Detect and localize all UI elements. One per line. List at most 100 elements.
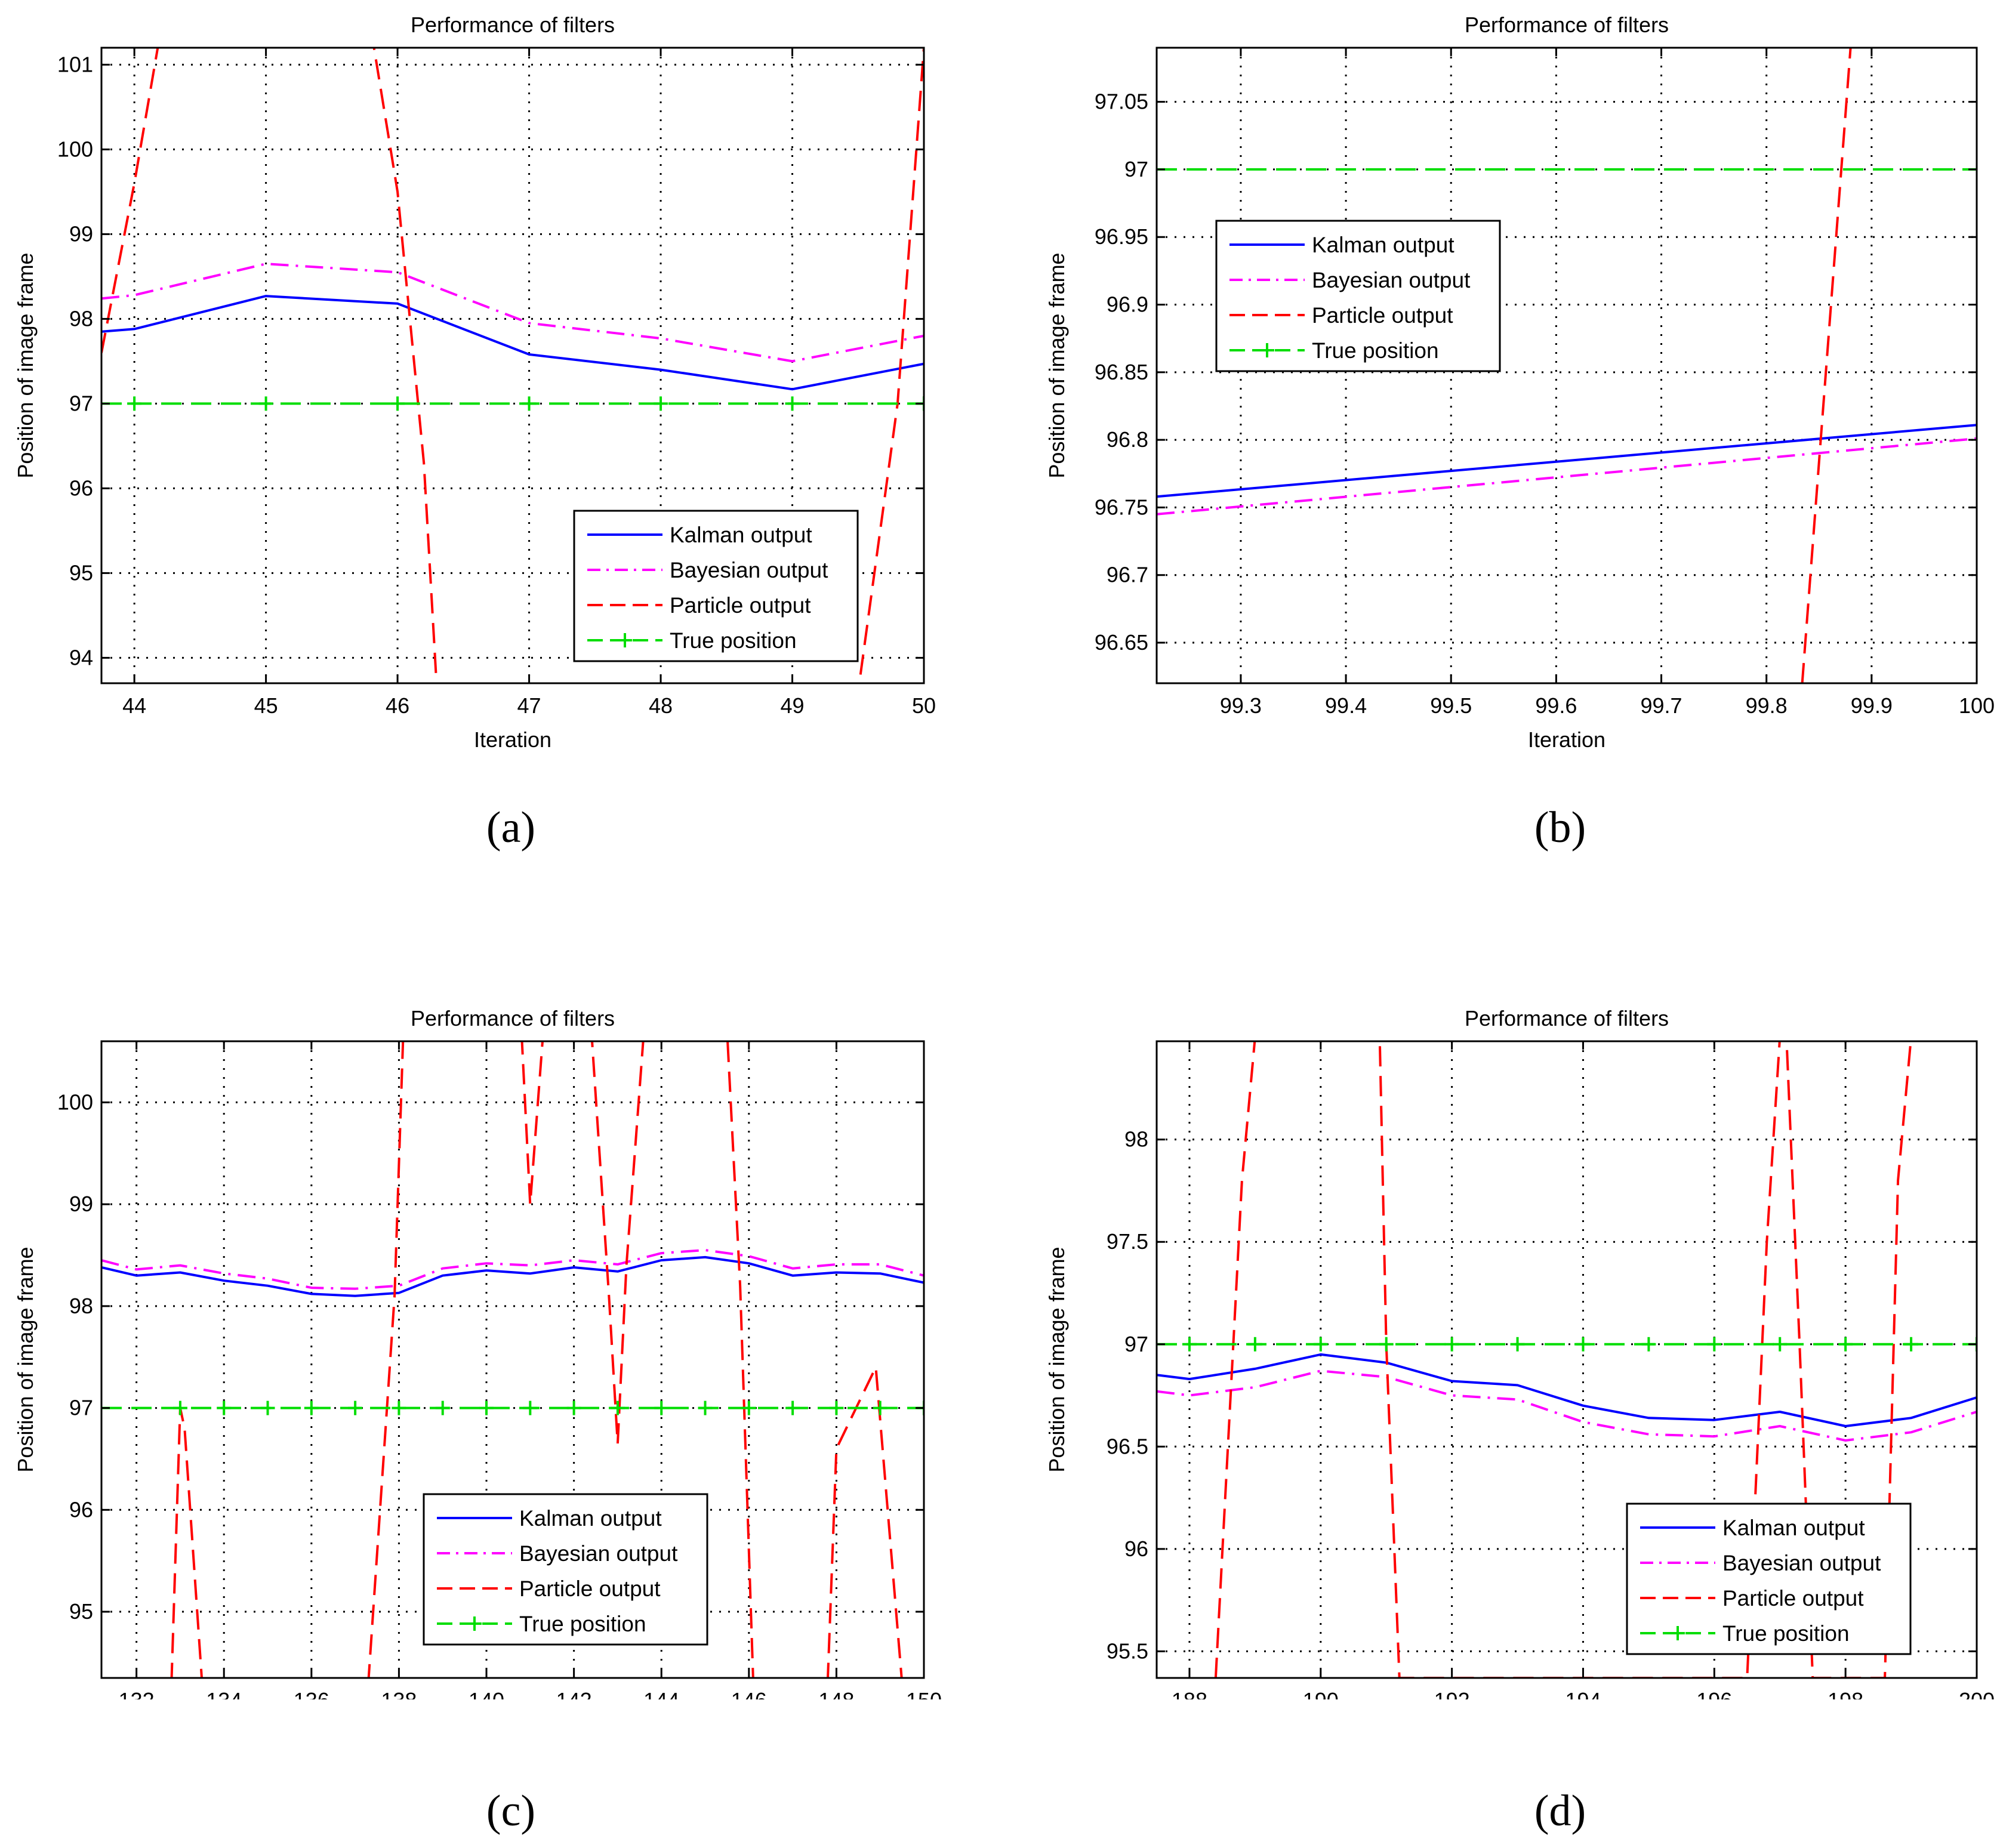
chart-3-true-position-marker	[1182, 1337, 1197, 1352]
chart-2-title: Performance of filters	[411, 1006, 615, 1031]
chart-0-legend-marker	[618, 633, 632, 647]
chart-0-legend-label-particle: Particle output	[670, 593, 811, 618]
panel-label-a: (a)	[486, 803, 536, 852]
chart-3-y-tick-label: 98	[1124, 1127, 1148, 1152]
chart-3-true-position-marker	[1904, 1337, 1919, 1352]
chart-c: 132 134 136 138 140 142 144 146 148 150 95 96 97 98 99…	[13, 1006, 942, 1699]
chart-2-x-tick-label: 148	[818, 1688, 854, 1699]
chart-2-true-position-marker	[392, 1400, 406, 1415]
chart-0-y-tick-label: 99	[69, 221, 93, 246]
chart-3-y-tick-label: 96.5	[1107, 1434, 1148, 1458]
chart-1-y-tick-label: 96.95	[1095, 224, 1148, 249]
chart-3-legend-label-bayesian: Bayesian output	[1722, 1551, 1881, 1575]
chart-0-y-axis-label: Position of image frame	[13, 252, 38, 478]
chart-1-x-tick-label: 99.6	[1535, 693, 1577, 718]
chart-3-y-tick-label: 96	[1124, 1537, 1148, 1561]
chart-0-true-position-marker	[127, 396, 142, 411]
chart-1-legend-label-true_position: True position	[1312, 338, 1439, 363]
chart-2-true-position-marker	[348, 1400, 363, 1415]
chart-3-series-particle-line	[1214, 1041, 1912, 1678]
chart-3-x-tick-label: 190	[1303, 1688, 1339, 1699]
chart-1-legend-marker	[1260, 343, 1274, 357]
chart-0-legend-label-true_position: True position	[670, 628, 797, 653]
chart-1-y-axis-label: Position of image frame	[1044, 252, 1069, 478]
chart-3-legend-label-particle: Particle output	[1722, 1586, 1864, 1611]
chart-2-series-bayesian-line	[101, 1249, 924, 1290]
chart-2-true-position-marker	[479, 1400, 494, 1415]
chart-2-true-position-marker	[610, 1400, 625, 1415]
chart-1-y-tick-label: 96.7	[1107, 563, 1148, 587]
chart-b: 99.3 99.4 99.5 99.6 99.7 99.8 99.9 100 96.65 96.7…	[1044, 13, 1995, 752]
chart-2-series-group	[101, 1041, 924, 1678]
chart-2-y-tick-label: 98	[69, 1294, 93, 1318]
chart-0-y-tick-label: 98	[69, 306, 93, 331]
chart-3-legend-label-true_position: True position	[1722, 1621, 1850, 1646]
chart-0-legend-label-kalman: Kalman output	[670, 523, 812, 547]
chart-a: 44 45 46 47 48 49 50 94 95 96 97 98 99 100 101 Performa…	[13, 13, 936, 752]
chart-2-x-tick-label: 132	[119, 1688, 155, 1699]
chart-3-x-tick-label: 194	[1565, 1688, 1601, 1699]
chart-0-x-tick-label: 47	[517, 693, 541, 718]
chart-3-true-position-marker	[1444, 1337, 1459, 1352]
chart-3-y-tick-label: 97.5	[1107, 1229, 1148, 1254]
chart-2-y-tick-label: 97	[69, 1396, 93, 1420]
chart-1-axes-box	[1155, 47, 1978, 684]
chart-2-y-tick-label: 100	[57, 1090, 93, 1114]
chart-2-true-position-marker	[217, 1400, 232, 1415]
chart-0-x-tick-label: 45	[254, 693, 278, 718]
chart-0-y-tick-label: 100	[57, 137, 93, 161]
panel-label-c: (c)	[486, 1787, 536, 1835]
chart-0-y-tick-label: 95	[69, 560, 93, 585]
chart-1-y-tick-label: 96.8	[1107, 427, 1148, 452]
chart-1-y-tick-label: 96.85	[1095, 360, 1148, 384]
chart-2-x-tick-label: 146	[731, 1688, 767, 1699]
chart-d: 188 190 192 194 196 198 200 95.5 96 96.5 97 97.5 98 P…	[1044, 1006, 1995, 1699]
chart-3-true-position-marker	[1379, 1337, 1394, 1352]
chart-3-series-bayesian-line	[1157, 1369, 1977, 1442]
chart-3-legend-marker	[1671, 1626, 1685, 1640]
chart-1-x-tick-label: 99.9	[1851, 693, 1893, 718]
panel-d: 188 190 192 194 196 198 200 95.5 96 96.5 97 97.5 98 P…	[1000, 924, 2000, 1847]
chart-0-x-tick-label: 46	[386, 693, 409, 718]
chart-0-y-tick-label: 97	[69, 391, 93, 415]
chart-2-y-tick-label: 99	[69, 1192, 93, 1216]
chart-3-y-axis-label: Position of image frame	[1044, 1247, 1069, 1472]
chart-0-series-kalman-line	[101, 295, 924, 391]
chart-3-y-tick-label: 95.5	[1107, 1639, 1148, 1663]
chart-0-title: Performance of filters	[411, 13, 615, 37]
chart-1-x-tick-label: 99.4	[1325, 693, 1367, 718]
chart-2-true-position-marker	[304, 1400, 319, 1415]
chart-1-y-tick-label: 96.9	[1107, 292, 1148, 317]
chart-2-x-tick-label: 150	[906, 1688, 942, 1699]
panel-a: 44 45 46 47 48 49 50 94 95 96 97 98 99 100 101 Performa…	[0, 0, 1000, 924]
chart-1-y-tick-label: 97	[1124, 157, 1148, 181]
chart-1-y-tick-label: 96.75	[1095, 495, 1148, 519]
chart-0-legend-label-bayesian: Bayesian output	[670, 558, 828, 582]
chart-2-series-particle-line	[170, 1041, 903, 1678]
chart-0-true-position-marker	[785, 396, 800, 411]
chart-1-series-group	[1157, 48, 1977, 683]
chart-2-legend-marker	[467, 1616, 482, 1631]
chart-2-true-position-marker	[698, 1400, 713, 1415]
chart-2-true-position-marker	[172, 1400, 187, 1415]
chart-3-true-position-marker	[1313, 1337, 1328, 1352]
chart-3-title: Performance of filters	[1465, 1006, 1669, 1031]
chart-1-y-tick-label: 96.65	[1095, 630, 1148, 655]
chart-2-x-tick-label: 140	[469, 1688, 504, 1699]
chart-1-series-kalman-line	[1157, 424, 1977, 498]
chart-1-y-tick-label: 97.05	[1095, 90, 1148, 114]
chart-3-x-tick-label: 200	[1959, 1688, 1995, 1699]
chart-3-axes-box	[1155, 1040, 1978, 1679]
chart-2-true-position-marker	[523, 1400, 538, 1415]
chart-1-x-tick-label: 100	[1959, 693, 1995, 718]
chart-2-legend-label-bayesian: Bayesian output	[519, 1541, 678, 1566]
chart-2-legend-label-true_position: True position	[519, 1612, 646, 1636]
chart-1-legend-label-particle: Particle output	[1312, 303, 1453, 328]
panel-b: 99.3 99.4 99.5 99.6 99.7 99.8 99.9 100 96.65 96.7…	[1000, 0, 2000, 924]
chart-0-y-tick-label: 101	[57, 52, 93, 76]
panel-label-b: (b)	[1534, 803, 1586, 852]
chart-3-x-tick-label: 198	[1828, 1688, 1863, 1699]
chart-0-x-axis-label: Iteration	[474, 727, 551, 752]
chart-3-true-position-marker	[1576, 1337, 1591, 1352]
chart-2-true-position-marker	[654, 1400, 669, 1415]
